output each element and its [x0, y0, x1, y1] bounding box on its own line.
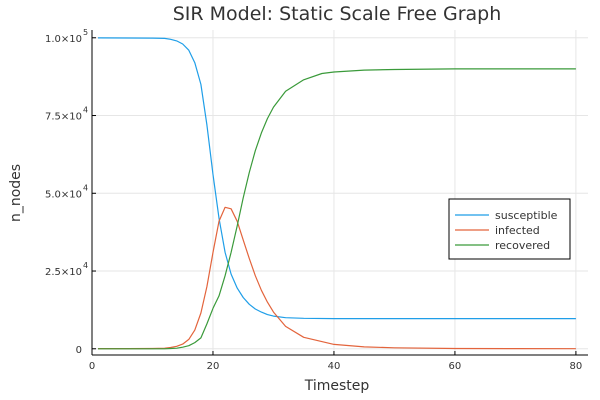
series-line-infected [98, 206, 576, 350]
grid-lines [91, 30, 588, 355]
legend-label-recovered: recovered [495, 239, 550, 252]
legend: susceptible infected recovered [448, 198, 571, 260]
legend-label-susceptible: susceptible [495, 209, 558, 222]
x-tick-label: 80 [570, 361, 583, 372]
x-tick-label: 0 [89, 361, 95, 372]
x-tick-label: 20 [207, 361, 220, 372]
y-tick-label: 0 [76, 345, 82, 356]
axes [91, 30, 588, 356]
x-tick-label: 40 [328, 361, 341, 372]
series-line-recovered [98, 68, 576, 350]
y-tick-exponent: 4 [83, 183, 88, 192]
y-tick-label: 5.0×10 [45, 189, 82, 200]
legend-box [448, 198, 571, 260]
y-tick-label: 1.0×10 [45, 34, 82, 45]
y-axis-title: n_nodes [8, 164, 24, 222]
y-tick-exponent: 5 [83, 28, 88, 37]
x-axis-title: Timestep [304, 378, 370, 394]
y-tick-label: 2.5×10 [45, 267, 82, 278]
x-tick-label: 60 [449, 361, 462, 372]
y-tick-exponent: 4 [83, 261, 88, 270]
chart-title: SIR Model: Static Scale Free Graph [173, 3, 502, 25]
legend-label-infected: infected [495, 224, 540, 237]
y-tick-label: 7.5×10 [45, 112, 82, 123]
y-tick-exponent: 4 [83, 106, 88, 115]
series-line-susceptible [97, 37, 576, 320]
series-lines [97, 37, 576, 350]
